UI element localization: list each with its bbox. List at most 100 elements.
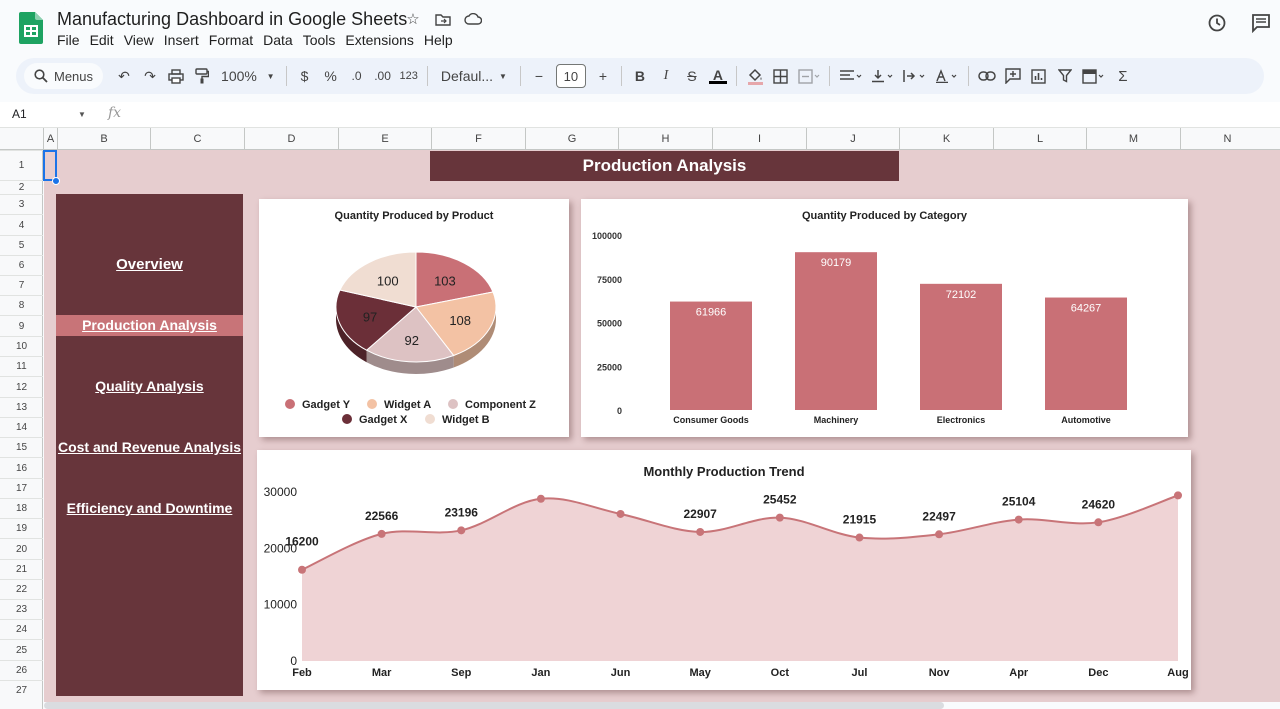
comments-icon[interactable] [1250,12,1272,34]
version-history-icon[interactable] [1206,12,1228,34]
move-folder-icon[interactable] [434,10,452,28]
selected-cell-a1[interactable] [43,150,57,181]
column-header-b[interactable]: B [57,128,150,150]
functions-icon[interactable]: Σ [1118,67,1128,85]
filter-views-icon[interactable] [1078,62,1110,90]
text-color-button[interactable]: A [705,62,731,90]
paint-format-icon[interactable] [189,62,215,90]
row-header[interactable]: 13 [0,397,43,417]
font-size-input[interactable]: 10 [555,64,586,88]
row-header[interactable]: 2 [0,180,43,194]
print-icon[interactable] [163,62,189,90]
sheets-logo-icon[interactable] [19,12,43,44]
nav-cost-revenue-link[interactable]: Cost and Revenue Analysis [57,439,242,455]
cloud-status-icon[interactable] [464,10,482,28]
column-header-j[interactable]: J [806,128,899,150]
row-header[interactable]: 10 [0,336,43,356]
column-header-i[interactable]: I [712,128,806,150]
filter-icon[interactable] [1052,62,1078,90]
percent-format-button[interactable]: % [324,68,337,84]
row-header[interactable]: 12 [0,376,43,397]
decrease-font-size-icon[interactable]: − [534,68,543,84]
insert-comment-icon[interactable] [1000,62,1026,90]
currency-format-button[interactable]: $ [300,68,309,84]
row-header[interactable]: 17 [0,478,43,498]
horizontal-scrollbar[interactable] [44,702,944,709]
nav-production-analysis-link[interactable]: Production Analysis [82,317,217,333]
row-header[interactable]: 4 [0,214,43,235]
menu-edit[interactable]: Edit [89,32,114,48]
fill-color-icon[interactable] [742,62,768,90]
menus-search[interactable]: Menus [24,63,104,89]
row-header[interactable]: 16 [0,457,43,478]
text-rotation-icon[interactable] [931,62,963,90]
borders-icon[interactable] [768,62,794,90]
more-formats-button[interactable]: 123 [399,70,418,82]
column-header-a[interactable]: A [43,128,57,150]
pie-chart-card[interactable]: Quantity Produced by Product 103 108 92 97 1… [259,199,569,437]
area-chart-card[interactable]: Monthly Production Trend 30000 20000 10000… [257,450,1191,690]
increase-decimal-button[interactable]: .00 [374,69,391,83]
bar-chart-card[interactable]: Quantity Produced by Category 100000 7500… [581,199,1188,437]
decrease-decimal-button[interactable]: .0 [351,69,362,83]
insert-chart-icon[interactable] [1026,62,1052,90]
menu-file[interactable]: File [57,32,80,48]
italic-button[interactable]: I [663,68,669,83]
row-header[interactable]: 7 [0,275,43,295]
row-header[interactable]: 26 [0,660,43,680]
vertical-align-icon[interactable] [867,62,899,90]
row-header[interactable]: 14 [0,417,43,437]
row-header[interactable]: 27 [0,680,43,700]
menu-help[interactable]: Help [423,32,453,48]
row-header[interactable]: 6 [0,255,43,275]
column-header-h[interactable]: H [618,128,712,150]
strikethrough-button[interactable]: S [687,68,697,84]
row-header[interactable]: 23 [0,599,43,619]
row-header[interactable]: 5 [0,235,43,255]
row-header[interactable]: 15 [0,437,43,457]
zoom-select[interactable]: 100% ▼ [215,62,281,90]
chevron-down-icon[interactable]: ▼ [78,110,86,119]
horizontal-align-icon[interactable] [835,62,867,90]
row-header[interactable]: 8 [0,295,43,315]
column-header-l[interactable]: L [993,128,1086,150]
column-header-c[interactable]: C [150,128,244,150]
column-header-m[interactable]: M [1086,128,1180,150]
fill-handle[interactable] [52,177,60,185]
column-header-k[interactable]: K [899,128,993,150]
row-header[interactable]: 18 [0,498,43,518]
redo-icon[interactable]: ↷ [144,67,156,84]
menu-tools[interactable]: Tools [302,32,336,48]
row-header[interactable]: 3 [0,194,43,214]
insert-link-icon[interactable] [974,62,1000,90]
menu-format[interactable]: Format [208,32,254,48]
nav-quality-analysis-link[interactable]: Quality Analysis [95,378,204,394]
column-header-n[interactable]: N [1180,128,1274,150]
name-box[interactable]: A1 [12,107,27,121]
merge-cells-icon[interactable] [794,62,824,90]
column-header-d[interactable]: D [244,128,338,150]
row-header[interactable]: 11 [0,356,43,376]
document-title[interactable]: Manufacturing Dashboard in Google Sheets [57,9,408,29]
bold-button[interactable]: B [634,68,645,84]
row-header[interactable]: 25 [0,639,43,660]
menu-data[interactable]: Data [263,32,293,48]
column-header-f[interactable]: F [431,128,525,150]
row-header[interactable]: 21 [0,559,43,579]
row-header[interactable]: 9 [0,315,43,336]
menu-extensions[interactable]: Extensions [345,32,414,48]
nav-overview-link[interactable]: Overview [116,256,183,273]
menu-insert[interactable]: Insert [163,32,199,48]
star-icon[interactable]: ☆ [406,11,420,28]
row-header[interactable]: 20 [0,538,43,559]
font-family-select[interactable]: Defaul... ▼ [433,62,515,90]
text-wrap-icon[interactable] [899,62,931,90]
column-header-g[interactable]: G [525,128,618,150]
column-header-e[interactable]: E [338,128,431,150]
row-header[interactable]: 19 [0,518,43,538]
row-header[interactable]: 24 [0,619,43,639]
undo-icon[interactable]: ↶ [118,67,130,84]
increase-font-size-icon[interactable]: + [598,68,607,84]
row-header[interactable]: 1 [0,150,43,180]
row-header[interactable]: 22 [0,579,43,599]
